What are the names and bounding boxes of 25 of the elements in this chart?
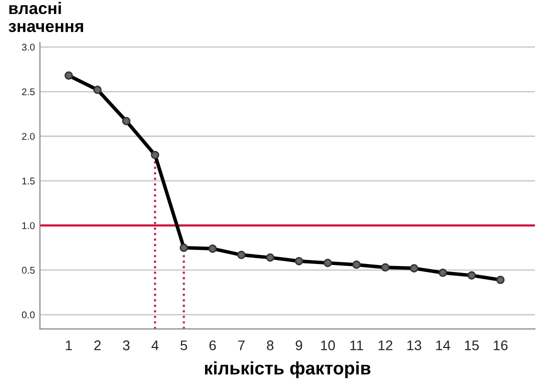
y-tick-label: 2.5 (22, 88, 35, 96)
x-tick-label: 15 (464, 340, 479, 350)
x-tick-label: 16 (494, 340, 508, 350)
x-tick-label: 9 (296, 340, 302, 350)
x-axis-title: кількість факторів (205, 361, 370, 378)
y-tick-label: 2.0 (22, 132, 35, 140)
x-tick-label: 3 (122, 340, 130, 350)
y-tick-label: 0.0 (22, 311, 35, 318)
x-tick-label: 7 (238, 340, 245, 350)
y-tick-label: 1.0 (22, 222, 35, 230)
y-axis-title: власні значення (8, 2, 84, 32)
x-tick-label: 8 (266, 340, 274, 350)
x-tick-label: 14 (436, 340, 450, 350)
x-tick-label: 10 (321, 340, 335, 350)
x-tick-label: 5 (180, 340, 188, 350)
x-tick-label: 13 (407, 340, 422, 350)
y-tick-label: 3.0 (22, 44, 35, 51)
x-tick-label: 6 (209, 340, 216, 350)
x-tick-label: 4 (152, 340, 159, 350)
x-tick-label: 1 (66, 340, 72, 350)
x-tick-label: 12 (378, 340, 392, 350)
y-tick-label: 0.5 (22, 266, 35, 274)
y-tick-label: 1.5 (22, 178, 35, 184)
x-tick-label: 2 (94, 340, 101, 350)
x-tick-label: 11 (350, 340, 364, 350)
